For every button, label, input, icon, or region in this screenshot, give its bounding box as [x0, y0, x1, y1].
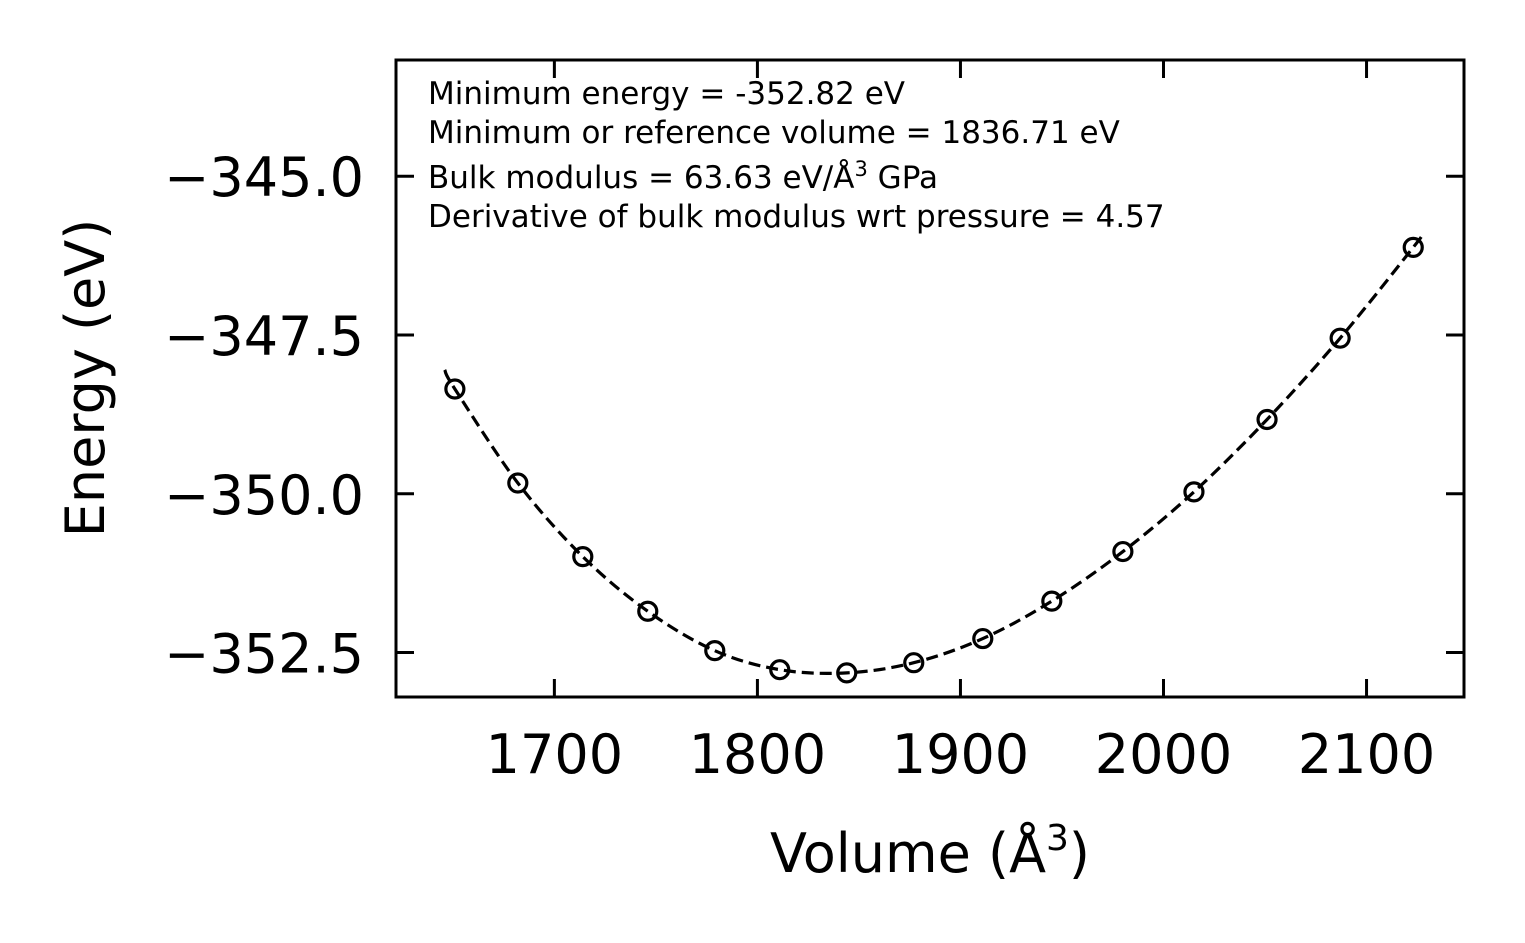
- annotation-bulk-modulus: Bulk modulus = 63.63 eV/Å3 GPa: [428, 157, 938, 196]
- annotation-bulk-modulus-sup: 3: [854, 157, 867, 181]
- annotation-min-volume: Minimum or reference volume = 1836.71 eV: [428, 115, 1120, 151]
- x-axis-ticks: 1700 1800 1900 2000 2100: [486, 60, 1435, 786]
- data-point: [1112, 540, 1134, 563]
- x-axis-title: Volume (Å3): [770, 818, 1090, 885]
- data-point: [1329, 327, 1351, 349]
- x-axis-title-sup: 3: [1046, 818, 1069, 859]
- x-axis-title-end: ): [1069, 822, 1090, 885]
- data-point: [903, 652, 925, 674]
- y-tick-label: −345.0: [164, 146, 364, 209]
- data-point: [704, 640, 726, 662]
- x-tick-label: 1700: [486, 723, 623, 786]
- y-axis-title: Energy (eV): [54, 219, 117, 538]
- series-layer: [443, 234, 1424, 684]
- data-point: [1041, 590, 1063, 612]
- y-tick-label: −347.5: [164, 305, 364, 368]
- data-point: [1256, 408, 1278, 431]
- data-point: [836, 662, 858, 684]
- x-axis-title-base: Volume (Å: [770, 821, 1046, 885]
- annotation-min-energy: Minimum energy = -352.82 eV: [428, 76, 905, 112]
- x-tick-label: 1800: [689, 723, 826, 786]
- annotation-block: Minimum energy = -352.82 eV Minimum or r…: [428, 76, 1165, 235]
- annotation-bulk-modulus-end: GPa: [868, 160, 938, 196]
- data-point: [1183, 481, 1205, 503]
- data-point: [572, 546, 594, 568]
- x-tick-label: 1900: [892, 723, 1029, 786]
- data-point: [972, 627, 994, 650]
- fit-curve: [443, 234, 1424, 675]
- y-tick-label: −352.5: [164, 623, 364, 686]
- data-point: [769, 659, 791, 681]
- data-point: [637, 600, 659, 622]
- y-axis-ticks: −345.0 −347.5 −350.0 −352.5: [164, 146, 1464, 686]
- plot-frame: [394, 58, 1466, 699]
- data-point: [444, 378, 466, 400]
- data-point: [507, 472, 529, 494]
- data-point: [1402, 236, 1424, 258]
- annotation-derivative: Derivative of bulk modulus wrt pressure …: [428, 199, 1165, 235]
- annotation-bulk-modulus-base: Bulk modulus = 63.63 eV/Å: [428, 160, 854, 196]
- x-tick-label: 2100: [1298, 723, 1435, 786]
- y-tick-label: −350.0: [164, 464, 364, 527]
- x-tick-label: 2000: [1095, 723, 1232, 786]
